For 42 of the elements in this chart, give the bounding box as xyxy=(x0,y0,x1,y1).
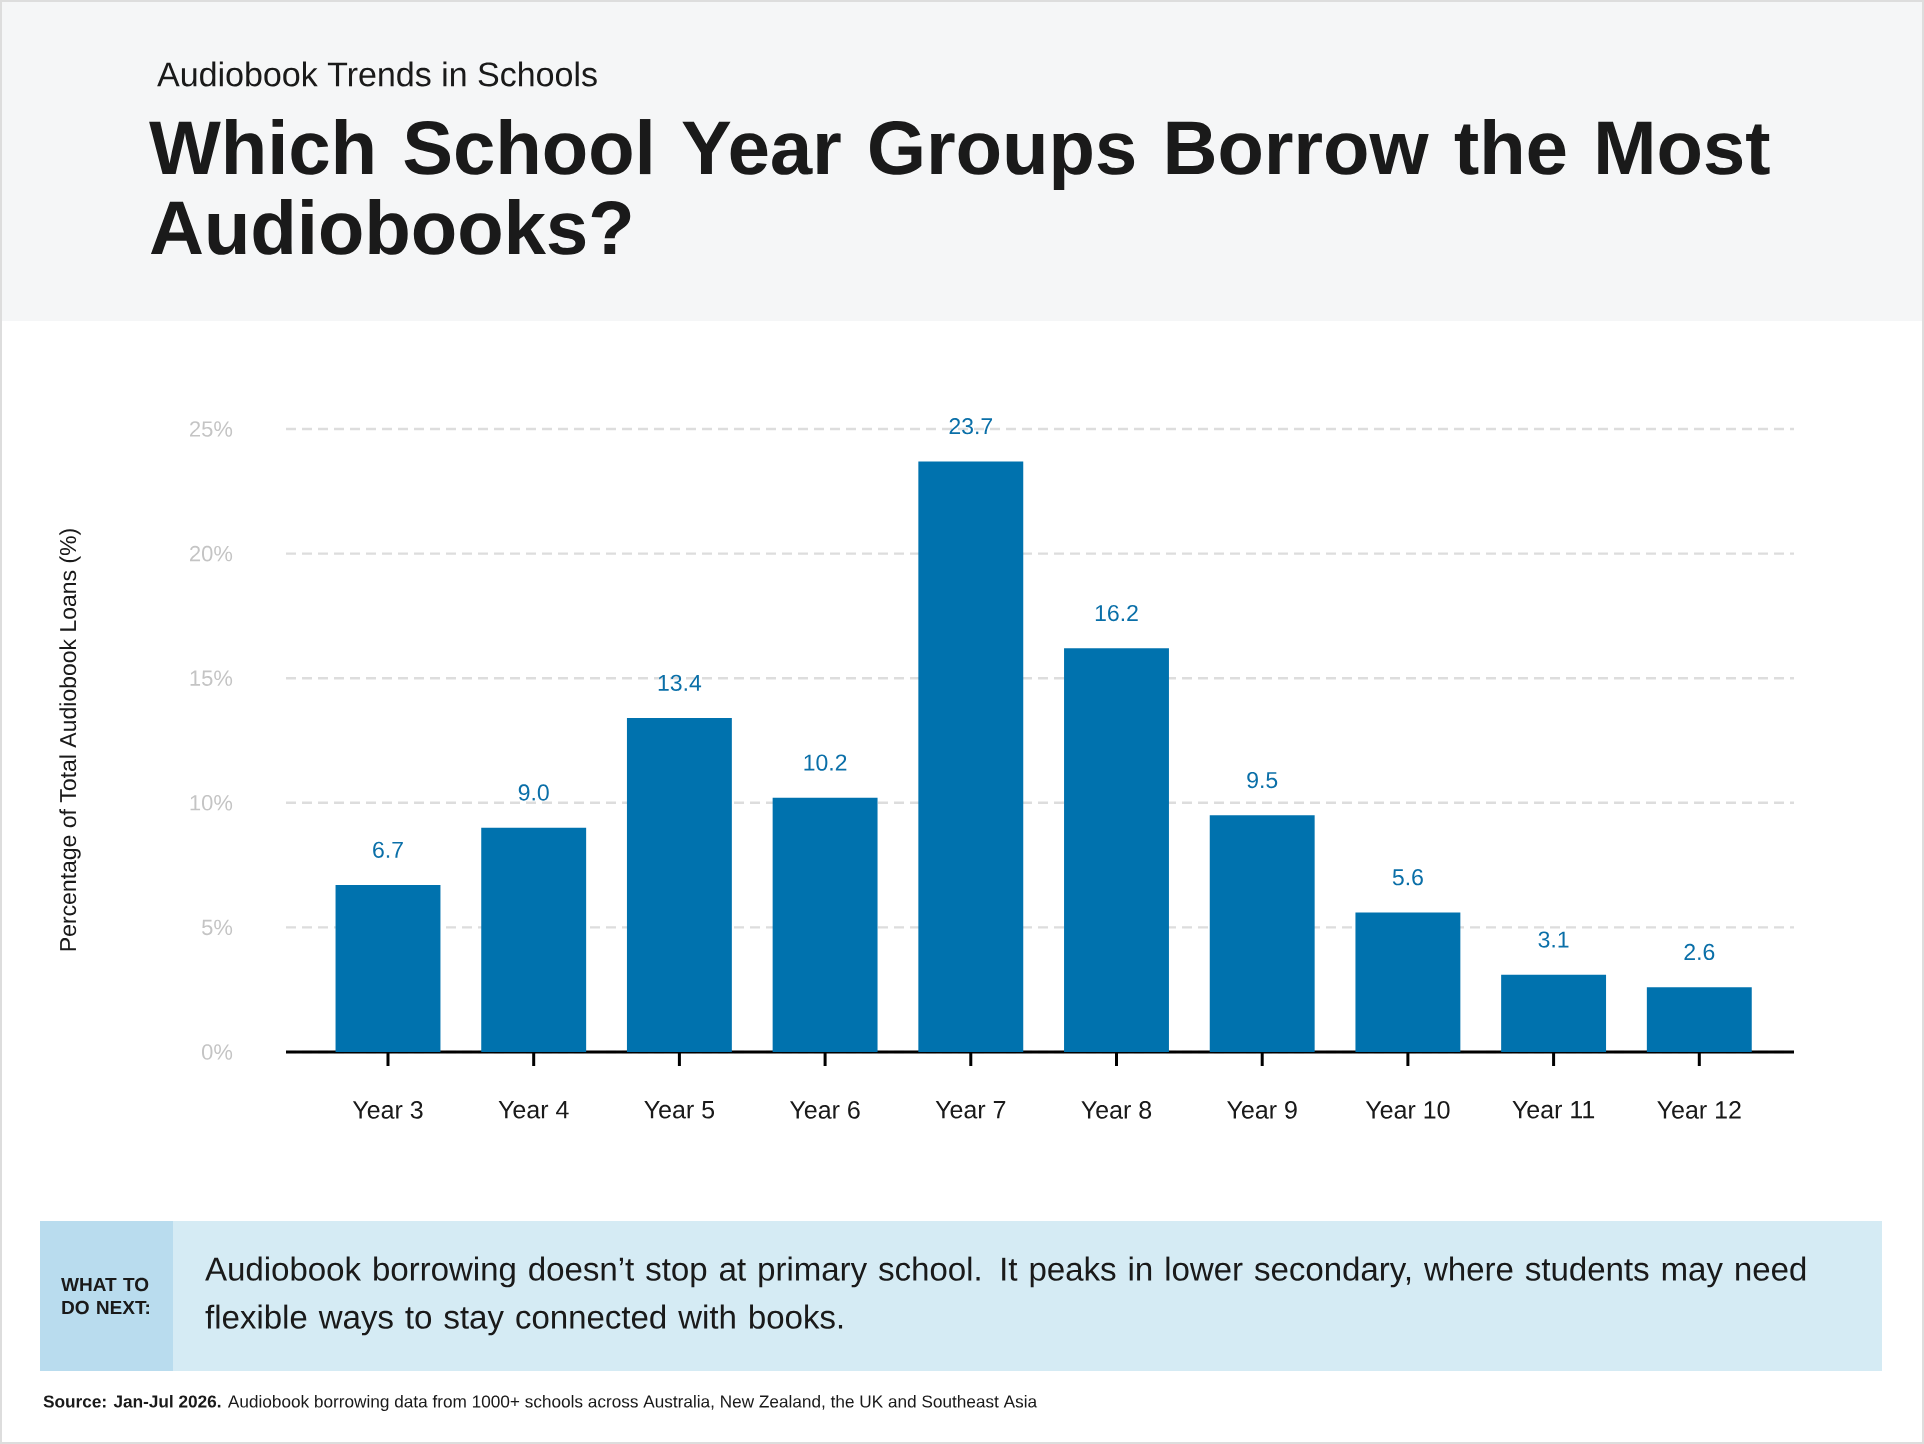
bar xyxy=(481,827,587,1052)
y-tick-label: 10% xyxy=(190,795,233,811)
x-tick-label: Year 10 xyxy=(1365,1101,1450,1119)
x-tick-label: Year 3 xyxy=(352,1101,423,1119)
bar xyxy=(1355,912,1461,1052)
y-tick-label: 25% xyxy=(190,421,233,437)
bar xyxy=(772,797,878,1052)
data-label: 3.1 xyxy=(1538,931,1569,948)
y-tick-label: 20% xyxy=(190,545,233,562)
x-tick-label: Year 7 xyxy=(935,1101,1006,1119)
data-label: 13.4 xyxy=(658,674,702,691)
bar xyxy=(1501,974,1607,1052)
chart-subtitle: Audiobook Trends in Schools xyxy=(157,61,597,87)
y-axis-title: Percentage of Total Audiobook Loans (%) xyxy=(59,529,81,951)
bar xyxy=(335,885,441,1052)
x-tick-label: Year 9 xyxy=(1227,1101,1297,1119)
bar xyxy=(1209,815,1315,1052)
text: WHAT TO DO NEXT: xyxy=(61,1277,149,1315)
bar xyxy=(918,461,1024,1052)
data-label: 9.5 xyxy=(1247,771,1278,789)
bar xyxy=(1646,987,1752,1052)
data-label: 10.2 xyxy=(804,754,847,771)
x-tick-label: Year 11 xyxy=(1512,1101,1595,1119)
x-tick-label: Year 6 xyxy=(789,1101,860,1119)
data-label: 6.7 xyxy=(373,841,403,858)
x-tick-label: Year 5 xyxy=(644,1101,715,1119)
y-tick-label: 15% xyxy=(190,670,233,686)
data-label: 16.2 xyxy=(1095,604,1138,622)
text: Source: Jan-Jul 2026. Audiobook borrowing data from 1000+ schools across Australia, New Zealand, the UK and Southeast Asia xyxy=(43,1394,1038,1412)
y-tick-label: 5% xyxy=(202,919,233,936)
x-tick-label: Year 12 xyxy=(1657,1101,1741,1119)
data-label: 9.0 xyxy=(518,784,549,801)
x-tick-label: Year 4 xyxy=(498,1101,569,1119)
chart-title: Which School Year Groups Borrow the Most Audiobooks? xyxy=(149,119,1770,255)
data-label: 23.7 xyxy=(949,418,993,435)
x-tick-label: Year 8 xyxy=(1081,1101,1152,1119)
text: Audiobook borrowing doesn’t stop at primary school. It peaks in lower secondary, where students may need flexible ways to stay connected with books. xyxy=(205,1256,1806,1336)
bar xyxy=(626,718,732,1052)
bar xyxy=(1064,648,1169,1052)
data-label: 2.6 xyxy=(1684,943,1715,961)
y-tick-label: 0% xyxy=(201,1044,233,1060)
data-label: 5.6 xyxy=(1392,869,1423,886)
